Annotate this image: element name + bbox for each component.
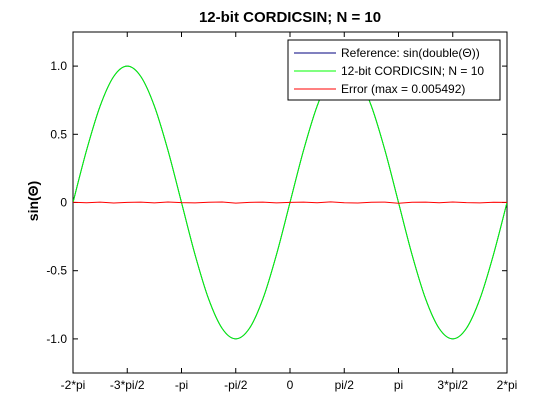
chart-title: 12-bit CORDICSIN; N = 10 [199, 9, 381, 26]
legend: Reference: sin(double(Θ)) 12-bit CORDICSI… [287, 39, 501, 101]
y-tick-label: 0.5 [50, 127, 67, 141]
x-tick-label: -pi/2 [224, 378, 248, 392]
x-tick-label: 2*pi [497, 378, 518, 392]
x-tick-label: pi/2 [335, 378, 355, 392]
y-tick-label: 0 [60, 196, 67, 210]
y-tick-label: -1.0 [46, 332, 67, 346]
x-tick-label: -pi [175, 378, 188, 392]
legend-label: Reference: sin(double(Θ)) [341, 46, 480, 60]
x-tick-label: pi [394, 378, 403, 392]
x-tick-label: 3*pi/2 [437, 378, 468, 392]
legend-label: Error (max = 0.005492) [341, 82, 465, 96]
y-axis-label: sin(Θ) [25, 181, 41, 221]
error-series-line [73, 201, 507, 204]
x-tick-label: 0 [287, 378, 294, 392]
legend-box [287, 39, 501, 101]
legend-label: 12-bit CORDICSIN; N = 10 [341, 64, 484, 78]
y-tick-label: -0.5 [46, 264, 67, 278]
y-tick-label: 1.0 [50, 59, 67, 73]
x-tick-label: -3*pi/2 [110, 378, 145, 392]
x-tick-label: -2*pi [61, 378, 86, 392]
